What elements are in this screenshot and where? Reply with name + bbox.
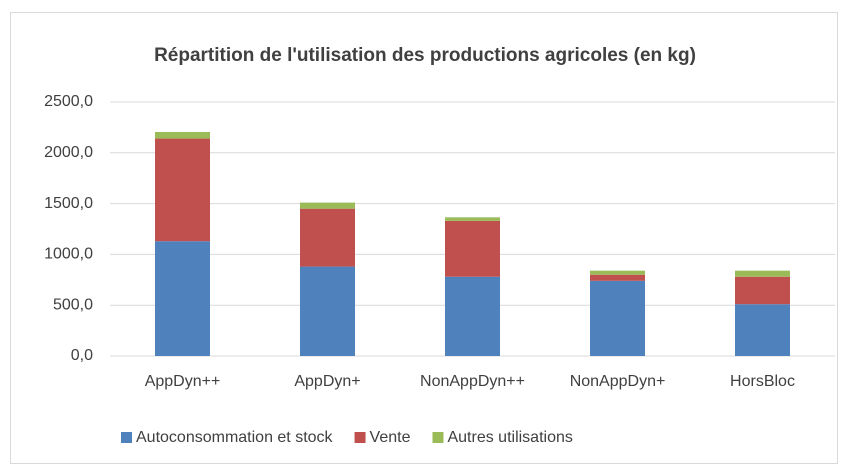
bar-segment [155, 241, 210, 356]
bar-segment [155, 138, 210, 242]
bar-segment [300, 266, 355, 356]
bar-segment [590, 270, 645, 275]
bar-segment [300, 208, 355, 267]
bar-segment [300, 202, 355, 209]
legend-label: Autres utilisations [447, 429, 572, 446]
x-tick-label: NonAppDyn+ [570, 373, 666, 390]
y-tick-label: 2000,0 [44, 144, 93, 161]
bar-segment [155, 131, 210, 139]
legend-label: Vente [370, 429, 411, 446]
bar-segment [590, 274, 645, 281]
bar-segment [735, 270, 790, 277]
chart-border [10, 12, 838, 464]
y-tick-label: 1000,0 [44, 246, 93, 263]
y-tick-label: 0,0 [71, 347, 93, 364]
legend-label: Autoconsommation et stock [136, 429, 334, 446]
y-tick-label: 2500,0 [44, 93, 93, 110]
bar-segment [735, 276, 790, 305]
y-tick-label: 1500,0 [44, 195, 93, 212]
x-tick-label: HorsBloc [730, 373, 795, 390]
legend-swatch [432, 432, 444, 443]
bar-segment [590, 280, 645, 356]
x-tick-label: AppDyn++ [145, 373, 221, 390]
chart-title: Répartition de l'utilisation des product… [154, 45, 696, 66]
legend-swatch [121, 432, 132, 443]
bar-segment [445, 217, 500, 221]
bar-segment [445, 220, 500, 277]
y-tick-label: 500,0 [53, 296, 93, 313]
legend-swatch [354, 432, 366, 443]
x-tick-label: NonAppDyn++ [420, 373, 525, 390]
bar-segment [445, 276, 500, 356]
x-tick-label: AppDyn+ [294, 373, 360, 390]
bar-segment [735, 304, 790, 356]
